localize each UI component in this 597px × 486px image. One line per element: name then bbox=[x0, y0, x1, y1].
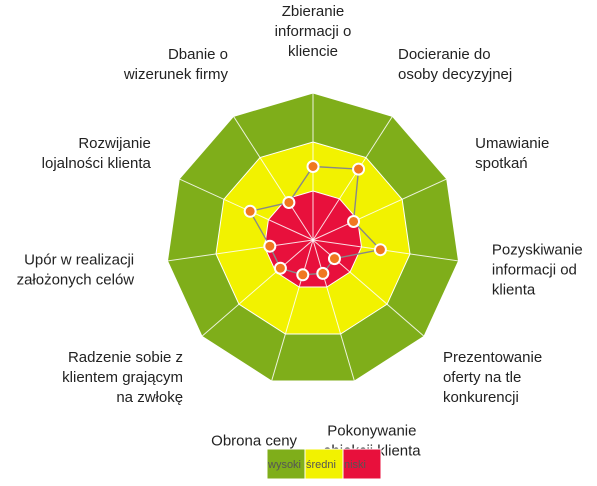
axis-label-line: założonych celów bbox=[17, 272, 135, 289]
axis-label-9: Rozwijanie lojalności klienta bbox=[42, 135, 152, 172]
axis-label-line: Umawianie bbox=[475, 135, 549, 152]
data-point-5 bbox=[316, 266, 330, 280]
data-point-2 bbox=[347, 214, 361, 228]
axis-label-10: Dbanie o wizerunek firmy bbox=[123, 46, 229, 83]
axis-label-line: na zwłokę bbox=[116, 389, 183, 406]
data-point-4 bbox=[327, 252, 341, 266]
axis-label-8: Upór w realizacji założonych celów bbox=[17, 252, 135, 289]
data-point-1 bbox=[352, 162, 366, 176]
axis-label-line: Rozwijanie bbox=[78, 135, 151, 152]
axis-label-line: lojalności klienta bbox=[42, 155, 152, 172]
data-point-7 bbox=[273, 261, 287, 275]
axis-label-line: Prezentowanie bbox=[443, 349, 542, 366]
axis-label-line: osoby decyzyjnej bbox=[398, 66, 512, 83]
axis-label-2: Umawianie spotkań bbox=[475, 135, 549, 172]
axis-label-line: spotkań bbox=[475, 155, 528, 172]
axis-label-layer: Zbieranie informacji o kliencie Docieranie … bbox=[17, 3, 583, 460]
axis-label-line: Pozyskiwanie bbox=[492, 242, 583, 259]
data-point-3 bbox=[373, 243, 387, 257]
spoke-10 bbox=[221, 97, 314, 241]
data-point-9 bbox=[243, 204, 257, 218]
spoke-layer bbox=[145, 70, 481, 403]
data-point-6 bbox=[296, 268, 310, 282]
legend-swatch-1 bbox=[304, 448, 344, 480]
legend: wysoki średni niski bbox=[266, 448, 382, 480]
series-layer bbox=[243, 160, 387, 282]
data-point-8 bbox=[263, 239, 277, 253]
axis-label-line: Zbieranie bbox=[282, 3, 345, 20]
axis-label-line: Pokonywanie bbox=[327, 423, 416, 440]
spoke-9 bbox=[159, 169, 314, 241]
series-line-0 bbox=[249, 165, 382, 276]
axis-label-line: Upór w realizacji bbox=[24, 252, 134, 269]
axis-label-line: informacji od bbox=[492, 262, 577, 279]
axis-label-line: informacji o bbox=[275, 23, 352, 40]
spoke-5 bbox=[312, 239, 362, 403]
axis-label-0: Zbieranie informacji o kliencie bbox=[275, 3, 352, 60]
axis-label-3: Pozyskiwanie informacji od klienta bbox=[492, 242, 583, 299]
data-point-0 bbox=[306, 160, 320, 173]
axis-label-line: kliencie bbox=[288, 43, 338, 60]
legend-label-0: wysoki bbox=[267, 459, 301, 471]
axis-label-line: konkurencji bbox=[443, 389, 519, 406]
axis-label-6: Obrona ceny bbox=[211, 433, 297, 450]
axis-label-4: Prezentowanie oferty na tle konkurencji bbox=[443, 349, 542, 406]
axis-label-line: Docieranie do bbox=[398, 46, 491, 63]
axis-label-7: Radzenie sobie z klientem grającym na zwło… bbox=[62, 349, 183, 406]
axis-label-line: Obrona ceny bbox=[211, 433, 297, 450]
spoke-2 bbox=[312, 169, 467, 241]
axis-label-line: klientem grającym bbox=[62, 369, 183, 386]
axis-label-line: Dbanie o bbox=[168, 46, 228, 63]
axis-label-1: Docieranie do osoby decyzyjnej bbox=[398, 46, 512, 83]
axis-label-line: wizerunek firmy bbox=[123, 66, 229, 83]
axis-label-line: klienta bbox=[492, 282, 536, 299]
spoke-7 bbox=[184, 239, 314, 352]
data-point-10 bbox=[282, 195, 296, 209]
legend-label-2: niski bbox=[344, 459, 366, 471]
legend-label-1: średni bbox=[306, 459, 336, 471]
legend-swatch-2 bbox=[342, 448, 382, 480]
axis-label-line: Radzenie sobie z bbox=[68, 349, 183, 366]
spoke-6 bbox=[264, 239, 314, 403]
spoke-3 bbox=[312, 239, 481, 265]
spoke-8 bbox=[145, 239, 314, 265]
axis-label-line: oferty na tle bbox=[443, 369, 521, 386]
